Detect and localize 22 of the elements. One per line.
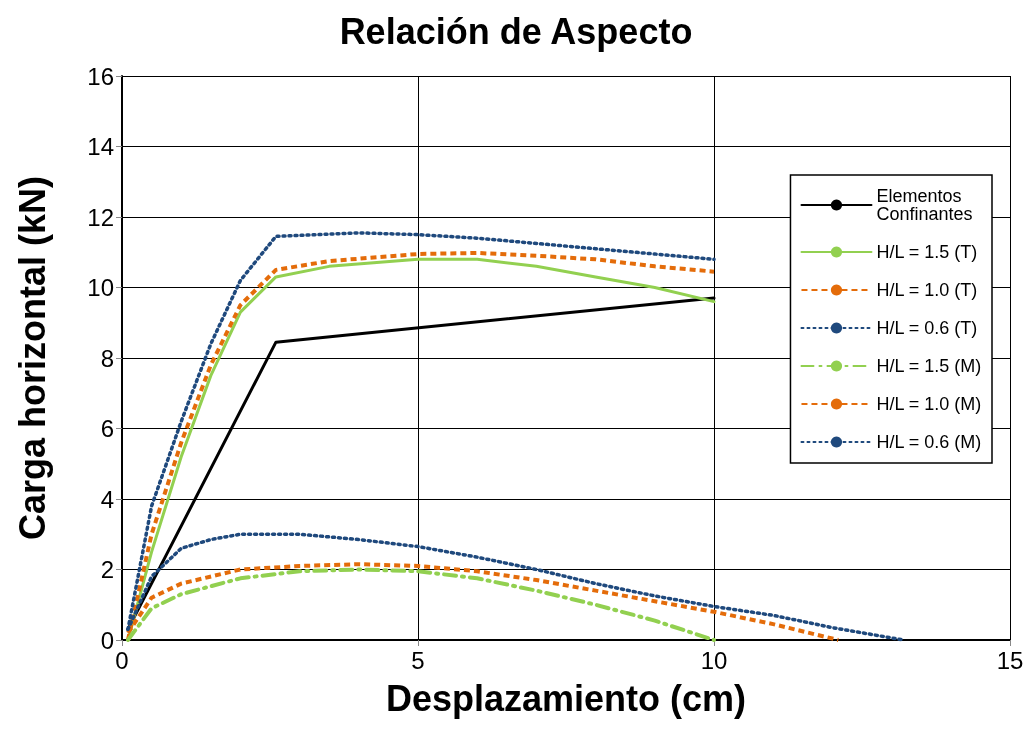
y-axis-title: Carga horizontal (kN) <box>11 175 53 541</box>
x-tick-label: 10 <box>700 646 728 674</box>
x-axis-title: Desplazamiento (cm) <box>385 677 747 719</box>
y-tick-label: 2 <box>100 556 114 583</box>
legend-label: H/L = 0.6 (M) <box>876 432 982 452</box>
y-tick-label: 14 <box>87 133 114 160</box>
legend-label: H/L = 1.0 (T) <box>876 280 978 300</box>
x-tick-label: 15 <box>996 646 1024 674</box>
chart-title: Relación de Aspecto <box>339 10 693 52</box>
y-tick-label: 0 <box>100 626 114 654</box>
legend-label: H/L = 1.5 (M) <box>876 356 982 376</box>
x-tick-label: 5 <box>411 646 425 674</box>
legend-label: Elementos Confinantes <box>876 186 973 224</box>
y-tick-label: 8 <box>100 344 114 372</box>
y-tick-label: 10 <box>87 274 114 301</box>
y-tick-label: 4 <box>100 485 114 513</box>
y-tick-label: 12 <box>87 203 114 231</box>
y-tick-label: 16 <box>87 62 114 90</box>
legend-label: H/L = 1.0 (M) <box>876 394 982 414</box>
legend-label: H/L = 0.6 (T) <box>876 318 978 338</box>
y-tick-label: 6 <box>100 415 114 442</box>
legend-label: H/L = 1.5 (T) <box>876 242 978 262</box>
